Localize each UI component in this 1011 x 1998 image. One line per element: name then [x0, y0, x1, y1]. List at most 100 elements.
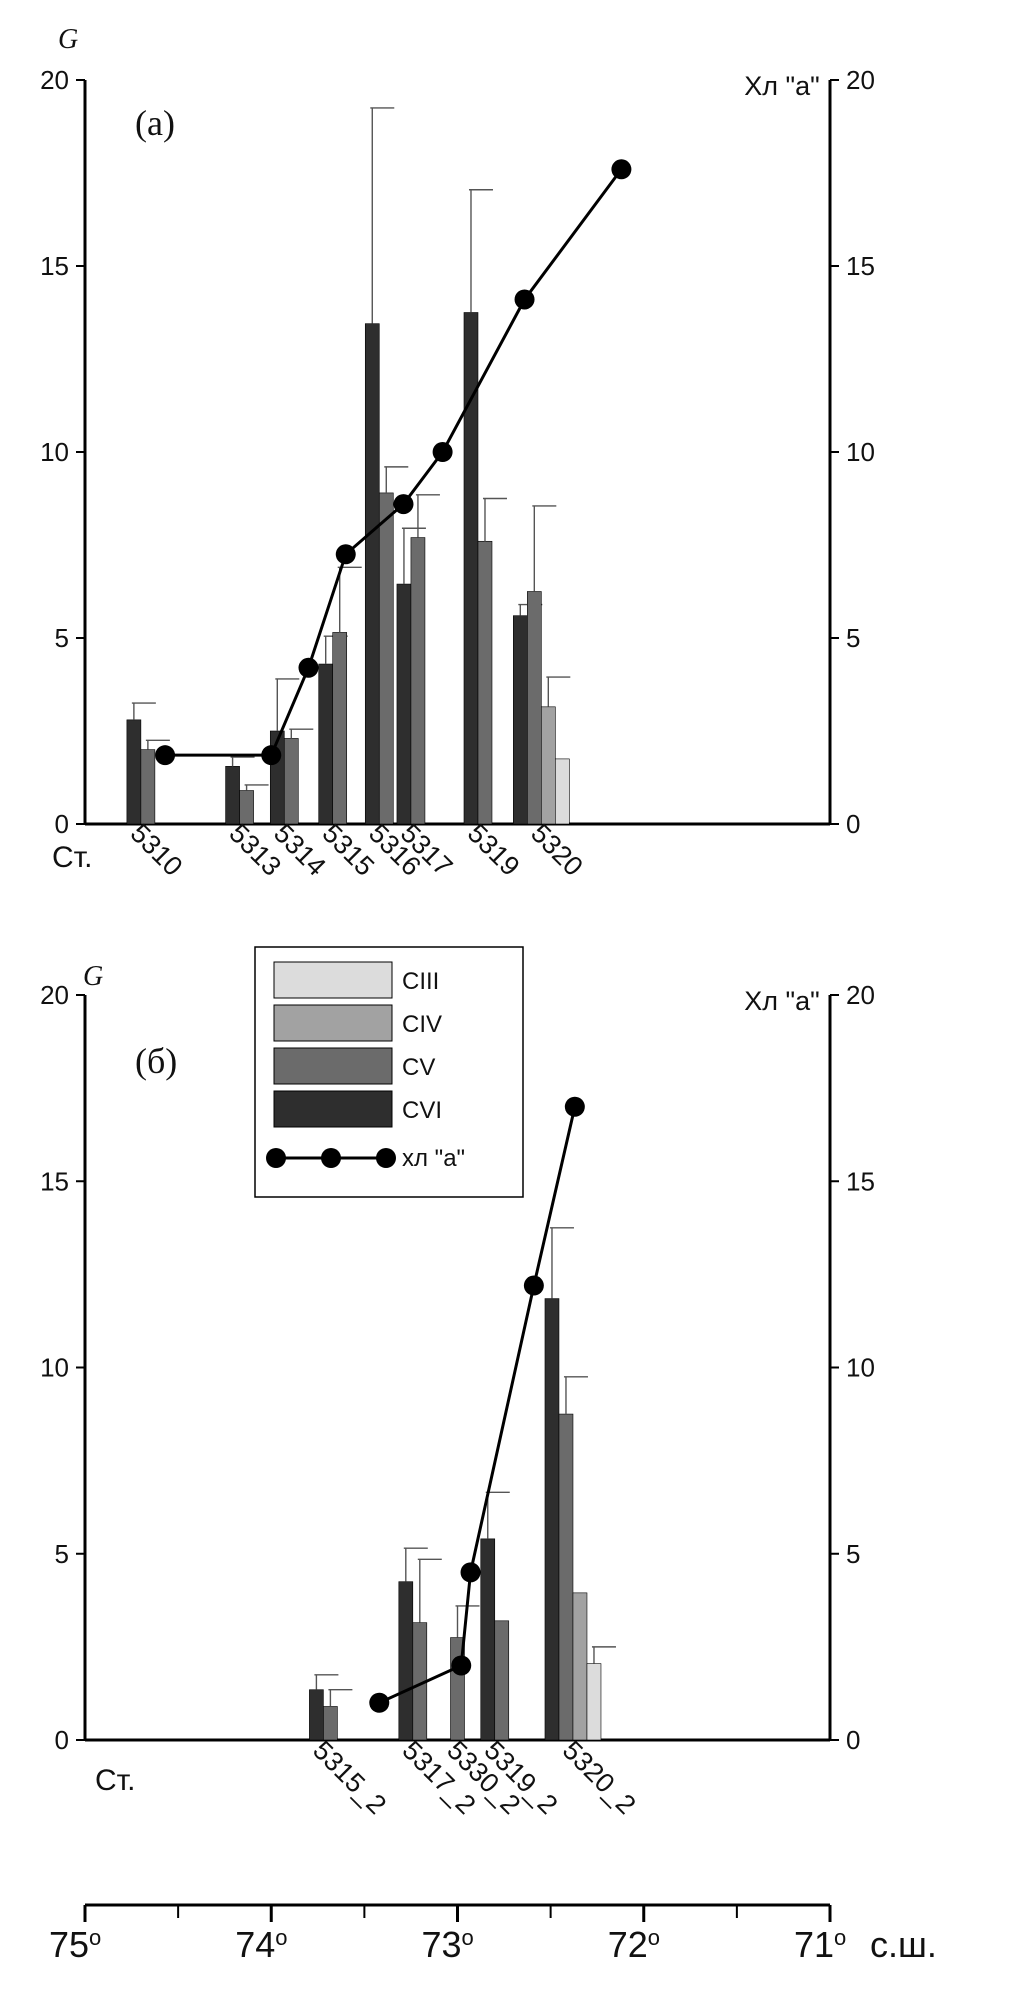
y-tick-label-right: 0	[846, 1725, 860, 1755]
y-tick-label-right: 15	[846, 251, 875, 281]
y-tick-label-left: 0	[55, 809, 69, 839]
bar-5316-cv	[378, 492, 394, 825]
y-tick-label-left: 0	[55, 1725, 69, 1755]
bar-5315-cv	[332, 632, 348, 825]
bar-5313-cvi	[225, 766, 240, 825]
latitude-degree-sign: о	[89, 1925, 101, 1950]
legend-swatch-cv	[273, 1047, 393, 1085]
bar-5315_2-cv	[323, 1706, 338, 1741]
bar-5320-cvi	[513, 615, 528, 825]
legend-swatch-civ	[273, 1004, 393, 1042]
latitude-tick-label-74: 74	[235, 1924, 275, 1965]
latitude-tick-label-71: 71	[794, 1924, 834, 1965]
station-label-5315_2: 5315_2	[307, 1735, 392, 1820]
chl-line	[165, 168, 623, 757]
bar-5319_2-cvi	[480, 1538, 496, 1741]
chl-point-2	[451, 1655, 472, 1676]
station-label-5310: 5310	[125, 818, 189, 882]
chl-point-7	[514, 289, 535, 310]
panel-a-label: (а)	[135, 103, 175, 143]
y-tick-label-right: 5	[846, 1539, 860, 1569]
panel-a-station-prefix: Ст.	[52, 841, 92, 874]
chl-point-8	[611, 159, 632, 180]
panel-b-ylabel-left: G	[83, 961, 103, 992]
latitude-tick-label-72: 72	[608, 1924, 648, 1965]
legend-marker-3	[376, 1148, 396, 1168]
bar-5319-cv	[477, 540, 493, 825]
station-label-5320: 5320	[525, 818, 589, 882]
bar-5314-cvi	[269, 730, 285, 825]
chl-point-3	[298, 657, 319, 678]
panel-a-ylabel-left: G	[58, 24, 78, 55]
bar-5314-cv	[283, 738, 299, 825]
y-tick-label-left: 15	[40, 1166, 69, 1196]
y-tick-label-right: 20	[846, 980, 875, 1010]
y-tick-label-left: 10	[40, 1353, 69, 1383]
bar-5310-cvi	[126, 719, 142, 825]
bar-5317-cvi	[396, 583, 412, 825]
legend-label-cv: CV	[402, 1054, 435, 1081]
chl-point-5	[393, 494, 414, 515]
chl-point-6	[432, 442, 453, 462]
y-tick-label-right: 10	[846, 437, 875, 467]
bar-5320_2-ciii	[586, 1663, 602, 1741]
legend-swatch-cvi	[273, 1090, 393, 1128]
legend-label-ciii: CIII	[402, 968, 439, 995]
latitude-axis: 75 о 74 о 73 о 72 о 71 о с.ш.	[49, 1903, 937, 1965]
panel-b-ylabel-right: Хл "а"	[744, 986, 819, 1016]
legend-swatch-ciii	[273, 961, 393, 999]
chl-point-1	[155, 745, 176, 766]
y-tick-label-left: 20	[40, 980, 69, 1010]
bar-5320_2-cvi	[544, 1298, 560, 1741]
legend-marker-2	[321, 1148, 341, 1168]
y-tick-label-left: 10	[40, 437, 69, 467]
chl-point-2	[261, 745, 282, 766]
station-label-5313: 5313	[223, 818, 287, 882]
chl-point-4	[523, 1275, 544, 1296]
panel-a-ylabel-right: Хл "а"	[744, 71, 819, 101]
bar-5316-cvi	[364, 323, 380, 825]
y-tick-label-right: 5	[846, 623, 860, 653]
bar-5315_2-cvi	[309, 1689, 324, 1741]
y-tick-label-right: 10	[846, 1353, 875, 1383]
legend: CIII CIV CV CVI хл "а"	[254, 946, 524, 1198]
station-label-5320_2: 5320_2	[557, 1735, 642, 1820]
chl-point-1	[369, 1692, 390, 1713]
legend-label-cvi: CVI	[402, 1097, 442, 1124]
latitude-axis-marks: 75 о 74 о 73 о 72 о 71 о	[49, 1905, 846, 1965]
station-label-5319: 5319	[462, 818, 526, 882]
bar-5317-cv	[410, 537, 426, 825]
bar-5320-cv	[527, 591, 542, 825]
latitude-tick-label-75: 75	[49, 1924, 89, 1965]
latitude-tick-label-73: 73	[422, 1924, 462, 1965]
y-tick-label-right: 15	[846, 1166, 875, 1196]
bar-5320-ciii	[555, 758, 570, 825]
bar-5320_2-civ	[572, 1592, 588, 1741]
y-tick-label-left: 5	[55, 623, 69, 653]
y-tick-label-right: 20	[846, 65, 875, 95]
latitude-degree-sign: о	[648, 1925, 660, 1950]
panel-b-label: (б)	[135, 1041, 177, 1081]
chl-point-4	[335, 544, 356, 565]
bar-5315-cvi	[318, 663, 334, 825]
legend-label-civ: CIV	[402, 1011, 442, 1038]
y-tick-label-left: 15	[40, 251, 69, 281]
chl-point-5	[564, 1096, 585, 1117]
legend-label-chl: хл "а"	[402, 1145, 465, 1172]
y-tick-label-left: 20	[40, 65, 69, 95]
latitude-degree-sign: о	[462, 1925, 474, 1950]
bar-5317_2-cvi	[398, 1581, 414, 1741]
bar-5310-cv	[140, 749, 156, 825]
bar-5320_2-cv	[558, 1413, 574, 1741]
y-tick-label-left: 5	[55, 1539, 69, 1569]
latitude-degree-sign: о	[834, 1925, 846, 1950]
latitude-unit-label: с.ш.	[870, 1924, 937, 1965]
bar-5319_2-cv	[494, 1620, 510, 1741]
latitude-degree-sign: о	[275, 1925, 287, 1950]
chl-point-3	[460, 1562, 481, 1583]
legend-marker-1	[266, 1148, 286, 1168]
station-label-5315: 5315	[316, 818, 380, 882]
panel-b-station-prefix: Ст.	[95, 1764, 135, 1797]
